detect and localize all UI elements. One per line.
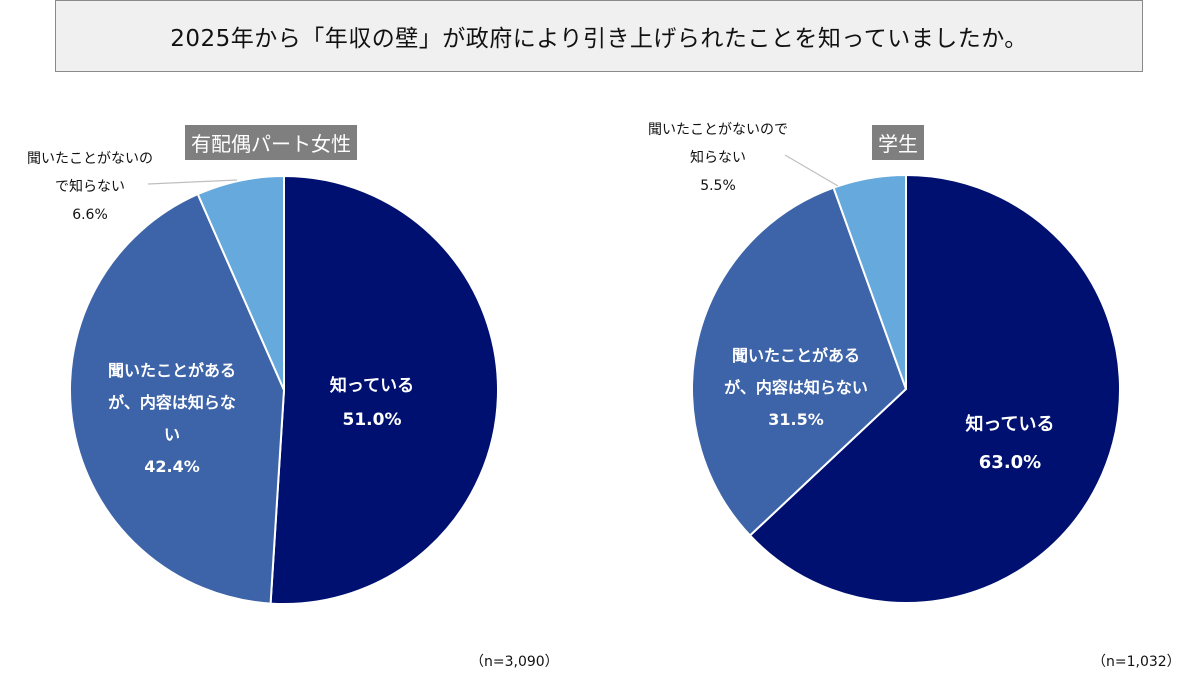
slice-label-line: 聞いたことがないので [648, 122, 788, 138]
slice-label-line: 聞いたことがある [732, 346, 860, 365]
slice-label-line: 聞いたことがないの [27, 151, 153, 167]
slice-label-line: 知らない [690, 149, 746, 166]
pie-slice [69, 192, 286, 605]
chart-title-box: 2025年から「年収の壁」が政府により引き上げられたことを知っていましたか。 [55, 0, 1143, 72]
slice-label-line: が、内容は知らな [108, 393, 236, 412]
slice-label-line: 42.4% [144, 457, 200, 476]
slice-label-line: 知っている [329, 375, 414, 396]
pie-title-tag: 学生 [872, 125, 924, 160]
pie-panel-spouse: 有配偶パート女性 知っている 51.0% 聞いたことがあるが、内容は知らない 42.4… [27, 125, 559, 670]
pie-slice [691, 186, 908, 537]
chart-title: 2025年から「年収の壁」が政府により引き上げられたことを知っていましたか。 [170, 26, 1028, 52]
slice-label: 聞いたことがないので知らない 5.5% [648, 122, 788, 194]
leader-line [784, 154, 839, 187]
sample-size-label: （n=1,032） [1092, 654, 1181, 670]
slice-label-line: 知っている [965, 413, 1054, 435]
slice-label-line: 6.6% [72, 207, 108, 223]
pie-panel-student: 学生 知っている 63.0% 聞いたことがあるが、内容は知らない 31.5% 聞いたこと… [600, 0, 1200, 682]
pie-slice [748, 173, 1121, 604]
pie-chart-spouse: 知っている 51.0% 聞いたことがあるが、内容は知らない 42.4% 聞いたことがない… [27, 151, 499, 605]
slice-label-line: 31.5% [768, 410, 824, 429]
slice-label: 聞いたことがあるが、内容は知らない 31.5% [724, 346, 868, 429]
slice-label-line: 63.0% [979, 452, 1041, 473]
pie-slice [196, 174, 285, 391]
pie-slice [832, 173, 907, 390]
slice-label-line: 51.0% [343, 410, 402, 430]
pie-slice [269, 174, 499, 605]
slice-label: 聞いたことがあるが、内容は知らない 42.4% [108, 361, 236, 476]
sample-size-label: （n=3,090） [470, 654, 559, 670]
slice-label-line: 聞いたことがある [108, 361, 236, 380]
slice-label-line: が、内容は知らない [724, 378, 868, 397]
slice-label-line: 5.5% [700, 178, 736, 194]
leader-line [147, 179, 238, 185]
pie-chart-student: 知っている 63.0% 聞いたことがあるが、内容は知らない 31.5% 聞いたことがない… [648, 122, 1121, 604]
slice-label-line: い [164, 425, 180, 444]
slice-label: 聞いたことがないので知らない 6.6% [27, 151, 153, 223]
slice-label-line: で知らない [55, 178, 125, 195]
slice-label: 知っている 51.0% [329, 375, 414, 430]
slice-label: 知っている 63.0% [965, 413, 1054, 473]
pie-title-tag: 有配偶パート女性 [185, 125, 357, 160]
